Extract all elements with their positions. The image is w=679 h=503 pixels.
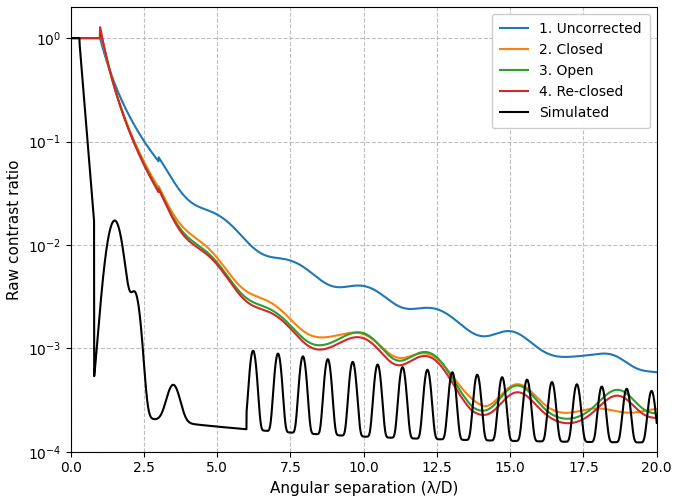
1. Uncorrected bbox=[492, 330, 500, 337]
Simulated bbox=[653, 420, 661, 426]
2. Closed bbox=[318, 334, 326, 341]
1. Uncorrected bbox=[606, 351, 614, 357]
Simulated bbox=[606, 436, 614, 442]
Simulated bbox=[635, 440, 643, 446]
Line: 2. Closed: 2. Closed bbox=[71, 30, 657, 413]
2. Closed bbox=[67, 35, 75, 41]
3. Open bbox=[606, 389, 614, 395]
3. Open bbox=[653, 410, 661, 416]
Line: Simulated: Simulated bbox=[71, 38, 657, 443]
X-axis label: Angular separation (λ/D): Angular separation (λ/D) bbox=[270, 481, 458, 496]
4. Re-closed bbox=[492, 405, 500, 411]
3. Open bbox=[563, 416, 571, 422]
4. Re-closed bbox=[635, 408, 643, 414]
Simulated bbox=[313, 431, 321, 437]
Simulated bbox=[67, 35, 75, 41]
2. Closed bbox=[313, 334, 321, 340]
1. Uncorrected bbox=[318, 278, 326, 284]
3. Open bbox=[67, 35, 75, 41]
Line: 3. Open: 3. Open bbox=[71, 28, 657, 419]
4. Re-closed bbox=[318, 347, 326, 353]
1. Uncorrected bbox=[67, 35, 75, 41]
2. Closed bbox=[606, 407, 614, 413]
Simulated bbox=[345, 380, 353, 386]
3. Open bbox=[96, 25, 104, 31]
4. Re-closed bbox=[564, 420, 572, 426]
Simulated bbox=[318, 411, 326, 417]
3. Open bbox=[345, 331, 353, 337]
4. Re-closed bbox=[345, 336, 353, 342]
4. Re-closed bbox=[653, 415, 661, 421]
3. Open bbox=[635, 402, 643, 408]
2. Closed bbox=[562, 410, 570, 416]
Simulated bbox=[636, 440, 644, 446]
2. Closed bbox=[492, 396, 500, 402]
3. Open bbox=[313, 342, 321, 348]
1. Uncorrected bbox=[313, 274, 321, 280]
Line: 4. Re-closed: 4. Re-closed bbox=[71, 27, 657, 423]
3. Open bbox=[492, 399, 500, 405]
4. Re-closed bbox=[313, 347, 321, 353]
1. Uncorrected bbox=[635, 366, 643, 372]
4. Re-closed bbox=[606, 395, 614, 401]
1. Uncorrected bbox=[345, 283, 353, 289]
4. Re-closed bbox=[96, 24, 104, 30]
Legend: 1. Uncorrected, 2. Closed, 3. Open, 4. Re-closed, Simulated: 1. Uncorrected, 2. Closed, 3. Open, 4. R… bbox=[492, 14, 650, 128]
2. Closed bbox=[653, 406, 661, 412]
3. Open bbox=[318, 342, 326, 348]
2. Closed bbox=[345, 330, 353, 336]
2. Closed bbox=[635, 409, 643, 415]
Simulated bbox=[492, 418, 500, 424]
2. Closed bbox=[96, 27, 104, 33]
1. Uncorrected bbox=[653, 369, 661, 375]
4. Re-closed bbox=[67, 35, 75, 41]
Line: 1. Uncorrected: 1. Uncorrected bbox=[71, 38, 657, 372]
Y-axis label: Raw contrast ratio: Raw contrast ratio bbox=[7, 159, 22, 300]
